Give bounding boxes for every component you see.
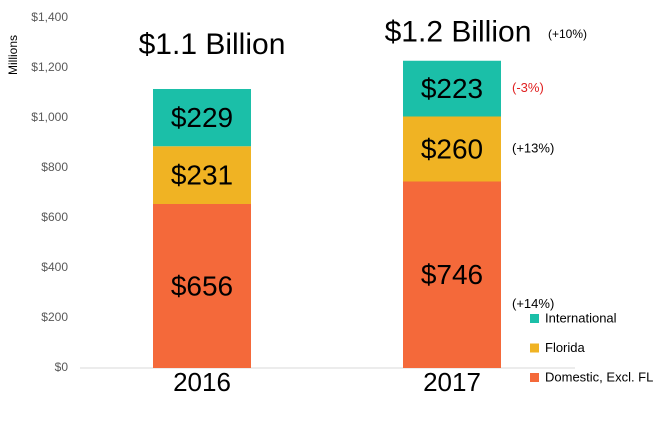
- y-tick-label: $1,000: [31, 110, 68, 124]
- y-tick-label: $600: [41, 210, 68, 224]
- x-tick-label: 2017: [423, 367, 481, 397]
- legend-label: International: [545, 310, 617, 325]
- y-axis-label: Millions: [6, 35, 20, 75]
- y-tick-label: $800: [41, 160, 68, 174]
- legend-swatch: [530, 373, 539, 382]
- value-label: $746: [421, 259, 483, 290]
- bar-segment: [403, 181, 501, 368]
- y-tick-label: $1,400: [31, 10, 68, 24]
- legend-label: Domestic, Excl. FL: [545, 369, 653, 384]
- bar-segment: [153, 89, 251, 147]
- value-label: $656: [171, 270, 233, 301]
- total-label: $1.1 Billion: [139, 28, 286, 61]
- total-change-label: (+10%): [548, 27, 587, 41]
- bar-segment: [153, 146, 251, 204]
- y-tick-label: $1,200: [31, 60, 68, 74]
- value-label: $260: [421, 133, 483, 164]
- y-tick-label: $400: [41, 260, 68, 274]
- bar-segment: [153, 204, 251, 368]
- legend-swatch: [530, 314, 539, 323]
- x-tick-label: 2016: [173, 367, 231, 397]
- change-label: (-3%): [512, 80, 544, 95]
- value-label: $229: [171, 102, 233, 133]
- change-label: (+14%): [512, 296, 554, 311]
- y-tick-label: $0: [55, 360, 69, 374]
- legend-swatch: [530, 343, 539, 353]
- bar-segment: [403, 116, 501, 182]
- y-tick-label: $200: [41, 310, 68, 324]
- bar-segment: [403, 60, 501, 117]
- value-label: $231: [171, 160, 233, 191]
- value-label: $223: [421, 73, 483, 104]
- legend-label: Florida: [545, 340, 586, 355]
- total-label: $1.2 Billion: [385, 16, 532, 49]
- change-label: (+13%): [512, 140, 554, 155]
